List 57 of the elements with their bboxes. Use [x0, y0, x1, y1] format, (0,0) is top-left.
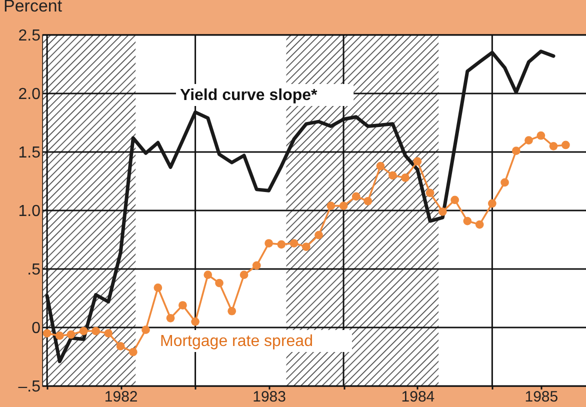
point: [463, 216, 472, 226]
point: [191, 317, 200, 326]
x-tick-label: 1985: [524, 388, 558, 406]
point: [154, 284, 162, 292]
point: [252, 261, 261, 270]
y-tick-label: 1.0: [18, 203, 41, 220]
point: [488, 199, 496, 208]
point: [116, 342, 125, 350]
y-tick-label: 2.0: [18, 86, 41, 103]
point: [438, 207, 447, 216]
point: [352, 192, 360, 201]
point: [562, 140, 570, 150]
point: [264, 239, 273, 248]
series-label: Yield curve slope*: [180, 87, 318, 104]
y-tick-label: –.5: [18, 378, 41, 396]
point: [142, 326, 150, 334]
point: [277, 240, 286, 249]
y-tick-label: 2.5: [18, 28, 41, 44]
point: [66, 330, 76, 339]
point: [388, 171, 397, 180]
point: [524, 136, 533, 144]
y-tick-label: 0: [32, 320, 41, 337]
point: [215, 278, 224, 288]
point: [512, 146, 520, 156]
point: [364, 196, 372, 206]
point: [240, 270, 248, 280]
x-tick-label: 1982: [104, 388, 138, 406]
point: [326, 202, 336, 210]
series-label: Mortgage rate spread: [160, 333, 313, 350]
point: [42, 329, 52, 338]
point: [475, 220, 484, 229]
x-tick-label: 1984: [401, 388, 435, 406]
x-tick-label: 1983: [252, 388, 286, 406]
point: [536, 131, 546, 140]
point: [290, 239, 298, 248]
y-tick-label: 1.5: [18, 144, 41, 162]
point: [500, 178, 509, 187]
point: [413, 157, 422, 166]
point: [339, 202, 348, 210]
point: [426, 188, 434, 198]
point: [450, 196, 459, 204]
y-tick-label: .5: [27, 262, 41, 278]
point: [204, 270, 212, 280]
y-axis-title: Percent: [4, 0, 62, 16]
point: [314, 230, 323, 240]
point: [178, 301, 187, 310]
point: [549, 142, 558, 150]
point: [401, 174, 410, 182]
point: [79, 326, 88, 336]
point: [376, 162, 385, 170]
point: [302, 242, 310, 251]
point: [104, 329, 113, 338]
point: [55, 332, 64, 340]
point: [92, 326, 100, 336]
point: [166, 314, 175, 322]
point: [228, 306, 236, 316]
point: [128, 348, 138, 356]
